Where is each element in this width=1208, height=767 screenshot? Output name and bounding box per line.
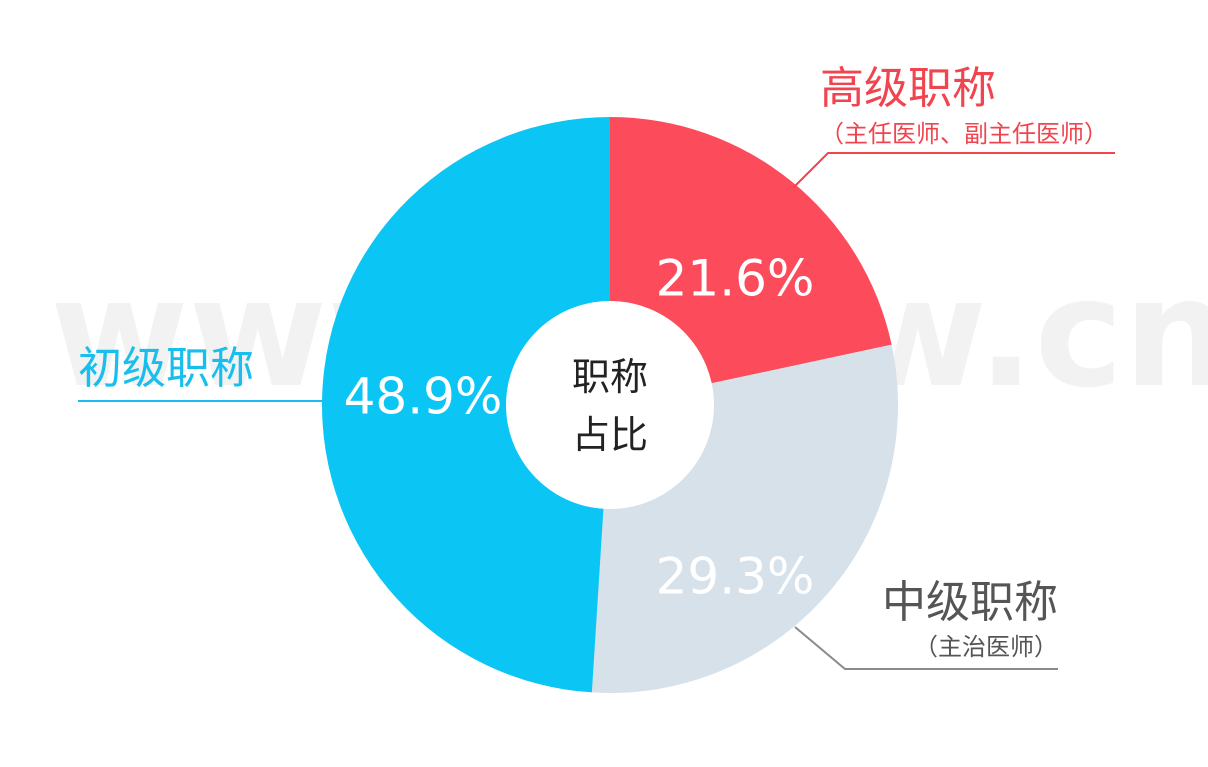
center-label-line-2: 占比 [572,413,648,457]
percent-label-junior: 48.9% [344,368,503,426]
slices-group [321,117,898,694]
percent-label-high: 21.6% [656,250,815,308]
center-label-line-1: 职称 [572,355,648,399]
category-labels-group: 高级职称 （主任医师、副主任医师） 中级职称 （主治医师） 初级职称 [78,63,1115,670]
label-title-high: 高级职称 [820,63,996,114]
label-subtitle-mid: （主治医师） [914,633,1058,661]
pie-slice-junior [321,117,610,693]
leader-line-mid [794,626,1058,670]
label-subtitle-high: （主任医师、副主任医师） [820,120,1108,148]
label-title-mid: 中级职称 [882,577,1058,628]
percent-label-mid: 29.3% [656,548,815,606]
percent-labels-group: 21.6% 29.3% 48.9% [344,250,815,606]
donut-hole [506,301,714,509]
label-title-junior: 初级职称 [78,343,254,394]
leader-line-high [792,152,1115,189]
